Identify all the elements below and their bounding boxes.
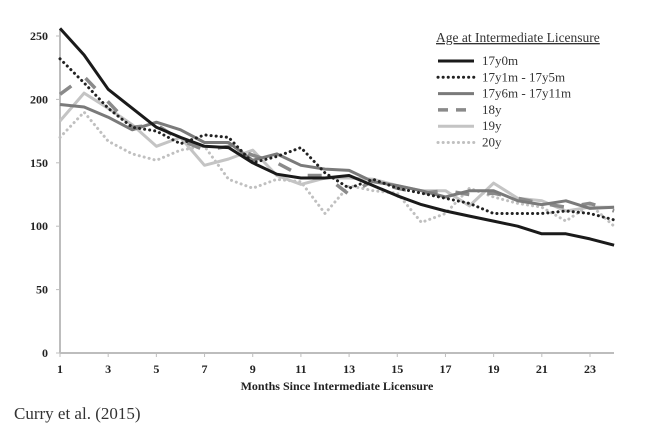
x-tick-label: 3 <box>105 362 111 376</box>
series-layer <box>58 27 616 247</box>
y-ticks: 0 50 100 150 200 250 <box>30 29 60 360</box>
series-line-17y1m-17y5m <box>58 57 616 222</box>
legend-label: 17y0m <box>482 53 518 68</box>
x-tick-label: 13 <box>343 362 355 376</box>
x-tick-label: 15 <box>391 362 403 376</box>
x-tick-label: 9 <box>250 362 256 376</box>
x-tick-label: 21 <box>536 362 548 376</box>
y-tick-label: 0 <box>42 346 48 360</box>
y-tick-label: 100 <box>30 219 48 233</box>
y-tick-label: 250 <box>30 29 48 43</box>
x-tick-label: 23 <box>584 362 596 376</box>
legend: Age at Intermediate Licensure 17y0m17y1m… <box>436 30 600 150</box>
legend-label: 17y1m - 17y5m <box>482 69 565 84</box>
legend-label: 17y6m - 17y11m <box>482 86 571 101</box>
legend-item: 18y <box>438 102 502 117</box>
y-tick-label: 150 <box>30 156 48 170</box>
x-tick-label: 5 <box>153 362 159 376</box>
legend-item: 17y6m - 17y11m <box>438 86 571 101</box>
x-tick-label: 19 <box>488 362 500 376</box>
legend-item: 17y1m - 17y5m <box>436 69 565 84</box>
x-tick-label: 1 <box>57 362 63 376</box>
x-tick-label: 7 <box>202 362 208 376</box>
legend-item: 19y <box>438 118 502 133</box>
x-ticks: 1 3 5 7 9 11 13 15 17 19 21 23 <box>57 353 596 376</box>
x-axis-title: Months Since Intermediate Licensure <box>241 379 434 393</box>
series-line-19y <box>58 91 615 213</box>
series-line-18y <box>58 74 615 213</box>
series-line-17y0m <box>58 27 615 247</box>
legend-label: 18y <box>482 102 502 117</box>
x-tick-label: 11 <box>295 362 306 376</box>
citation-caption: Curry et al. (2015) <box>14 404 141 423</box>
y-tick-label: 200 <box>30 92 48 106</box>
y-tick-label: 50 <box>36 283 48 297</box>
legend-label: 20y <box>482 135 502 150</box>
legend-item: 17y0m <box>438 53 518 68</box>
legend-label: 19y <box>482 118 502 133</box>
series-line-20y <box>58 110 616 228</box>
legend-title: Age at Intermediate Licensure <box>436 30 600 45</box>
x-tick-label: 17 <box>439 362 451 376</box>
legend-item: 20y <box>436 135 502 150</box>
axes <box>59 30 614 354</box>
